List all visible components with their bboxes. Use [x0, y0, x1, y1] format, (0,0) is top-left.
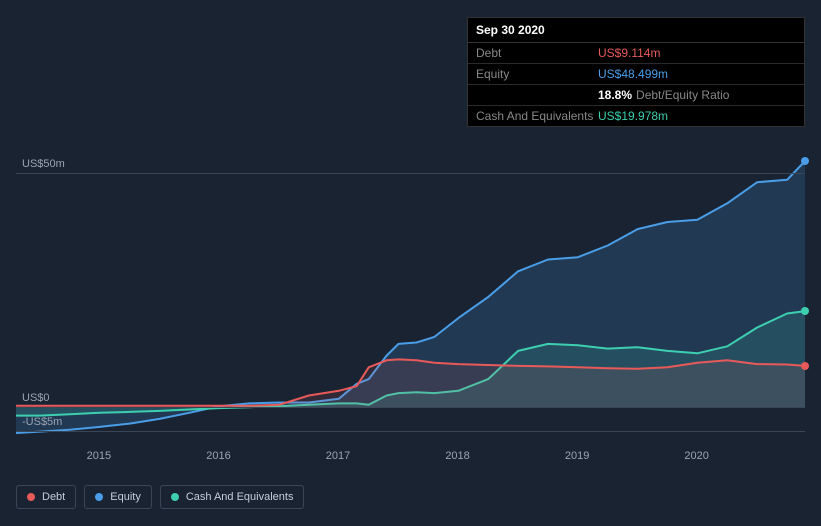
chart-legend: Debt Equity Cash And Equivalents — [16, 485, 304, 509]
tooltip-label: Cash And Equivalents — [476, 109, 598, 123]
tooltip-value-label: Debt/Equity Ratio — [636, 88, 729, 102]
tooltip-row-equity: Equity US$48.499m — [468, 64, 804, 85]
y-axis-label: US$0 — [22, 392, 50, 404]
chart-tooltip: Sep 30 2020 Debt US$9.114m Equity US$48.… — [467, 17, 805, 127]
x-axis-label: 2020 — [684, 450, 708, 462]
y-gridline — [16, 431, 805, 432]
legend-dot-icon — [95, 493, 103, 501]
legend-dot-icon — [171, 493, 179, 501]
legend-item-equity[interactable]: Equity — [84, 485, 152, 509]
tooltip-value: US$19.978m — [598, 109, 668, 123]
tooltip-value-pct: 18.8% — [598, 88, 632, 102]
tooltip-value: US$9.114m — [598, 46, 660, 60]
legend-label: Cash And Equivalents — [186, 491, 294, 503]
tooltip-date: Sep 30 2020 — [468, 18, 804, 43]
legend-label: Debt — [42, 491, 65, 503]
chart-plot-svg — [16, 140, 805, 440]
tooltip-row-ratio: 18.8% Debt/Equity Ratio — [468, 85, 804, 106]
tooltip-label: Debt — [476, 46, 598, 60]
tooltip-row-debt: Debt US$9.114m — [468, 43, 804, 64]
tooltip-label — [476, 88, 598, 102]
tooltip-label: Equity — [476, 67, 598, 81]
y-axis-label: -US$5m — [22, 416, 62, 428]
legend-item-cash[interactable]: Cash And Equivalents — [160, 485, 305, 509]
y-axis-label: US$50m — [22, 158, 65, 170]
financial-chart: Sep 30 2020 Debt US$9.114m Equity US$48.… — [0, 0, 821, 526]
x-axis-label: 2015 — [87, 450, 111, 462]
legend-label: Equity — [110, 491, 141, 503]
x-axis-label: 2017 — [326, 450, 350, 462]
tooltip-row-cash: Cash And Equivalents US$19.978m — [468, 106, 804, 126]
y-gridline — [16, 407, 805, 408]
series-end-marker-cash — [801, 307, 809, 315]
x-axis-label: 2016 — [206, 450, 230, 462]
series-end-marker-equity — [801, 157, 809, 165]
series-end-marker-debt — [801, 362, 809, 370]
series-area-debt — [16, 359, 805, 407]
x-axis-label: 2018 — [445, 450, 469, 462]
y-gridline — [16, 173, 805, 174]
legend-item-debt[interactable]: Debt — [16, 485, 76, 509]
x-axis-label: 2019 — [565, 450, 589, 462]
tooltip-value: US$48.499m — [598, 67, 668, 81]
legend-dot-icon — [27, 493, 35, 501]
